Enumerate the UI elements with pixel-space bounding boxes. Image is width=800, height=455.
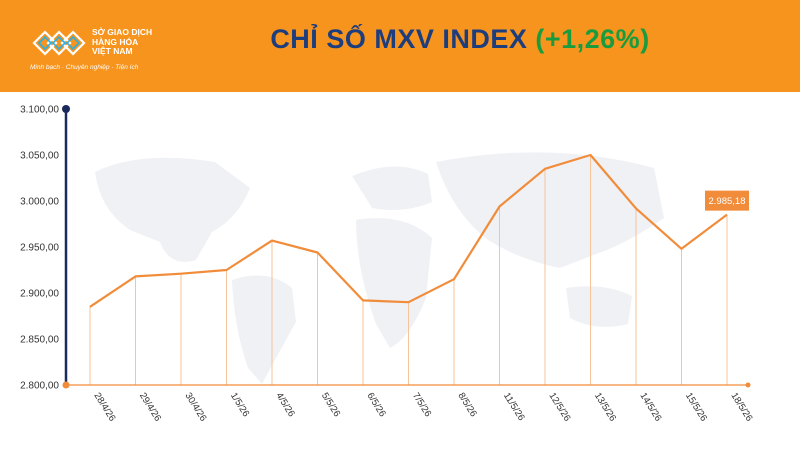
y-tick-label: 2.900,00 xyxy=(20,289,59,300)
x-tick-labels: 28/4/26 29/4/26 30/4/26 1/5/26 4/5/26 5/5/26 6… xyxy=(91,391,754,424)
y-tick-label: 3.100,00 xyxy=(20,105,59,116)
page-title: CHỈ SỐ MXV INDEX (+1,26%) xyxy=(0,24,800,55)
x-tick-label: 7/5/26 xyxy=(410,391,433,419)
y-tick-labels: 3.100,00 3.050,00 3.000,00 2.950,00 2.900,00… xyxy=(20,105,59,392)
x-tick-label: 6/5/26 xyxy=(364,391,387,419)
y-tick-label: 2.950,00 xyxy=(20,243,59,254)
y-tick-label: 3.050,00 xyxy=(20,151,59,162)
x-tick-label: 15/5/26 xyxy=(683,391,709,424)
title-main: CHỈ SỐ MXV INDEX xyxy=(270,24,528,54)
header-banner: SỞ GIAO DỊCH HÀNG HÓA VIỆT NAM Minh bạch… xyxy=(0,0,800,92)
last-value-box xyxy=(705,190,749,211)
mxv-logo-icon xyxy=(32,30,86,56)
x-tick-label: 30/4/26 xyxy=(182,391,208,424)
x-tick-label: 13/5/26 xyxy=(592,391,618,424)
y-axis-origin-marker xyxy=(62,381,70,389)
x-tick-label: 12/5/26 xyxy=(546,391,572,424)
y-tick-label: 2.850,00 xyxy=(20,335,59,346)
x-tick-label: 8/5/26 xyxy=(455,391,478,419)
last-value-text: 2.985,18 xyxy=(709,196,746,207)
logo-slogan: Minh bạch · Chuyên nghiệp · Tiện ích xyxy=(30,64,139,71)
y-axis-top-marker xyxy=(62,105,70,113)
y-tick-label: 2.800,00 xyxy=(20,381,59,392)
last-value-label: 2.985,18 xyxy=(705,190,749,211)
drop-lines xyxy=(89,155,728,385)
mxv-logo: SỞ GIAO DỊCH HÀNG HÓA VIỆT NAM Minh bạch… xyxy=(28,22,188,78)
title-change: (+1,26%) xyxy=(535,24,650,54)
world-map-background xyxy=(95,152,664,384)
x-tick-label: 1/5/26 xyxy=(228,391,251,419)
x-tick-label: 14/5/26 xyxy=(637,391,663,424)
series-line xyxy=(89,153,728,308)
x-tick-label: 11/5/26 xyxy=(501,391,527,423)
y-tick-label: 3.000,00 xyxy=(20,197,59,208)
x-tick-label: 29/4/26 xyxy=(137,391,163,424)
x-tick-label: 18/5/26 xyxy=(728,391,754,424)
x-tick-label: 28/4/26 xyxy=(91,391,117,424)
logo-organization-name: SỞ GIAO DỊCH HÀNG HÓA VIỆT NAM xyxy=(92,27,153,56)
chart-area: 3.100,00 3.050,00 3.000,00 2.950,00 2.900,00… xyxy=(0,92,800,450)
x-tick-label: 4/5/26 xyxy=(273,391,296,419)
line-chart: 3.100,00 3.050,00 3.000,00 2.950,00 2.900,00… xyxy=(20,105,755,424)
x-axis-end-marker xyxy=(745,382,751,388)
x-tick-label: 5/5/26 xyxy=(319,391,342,419)
